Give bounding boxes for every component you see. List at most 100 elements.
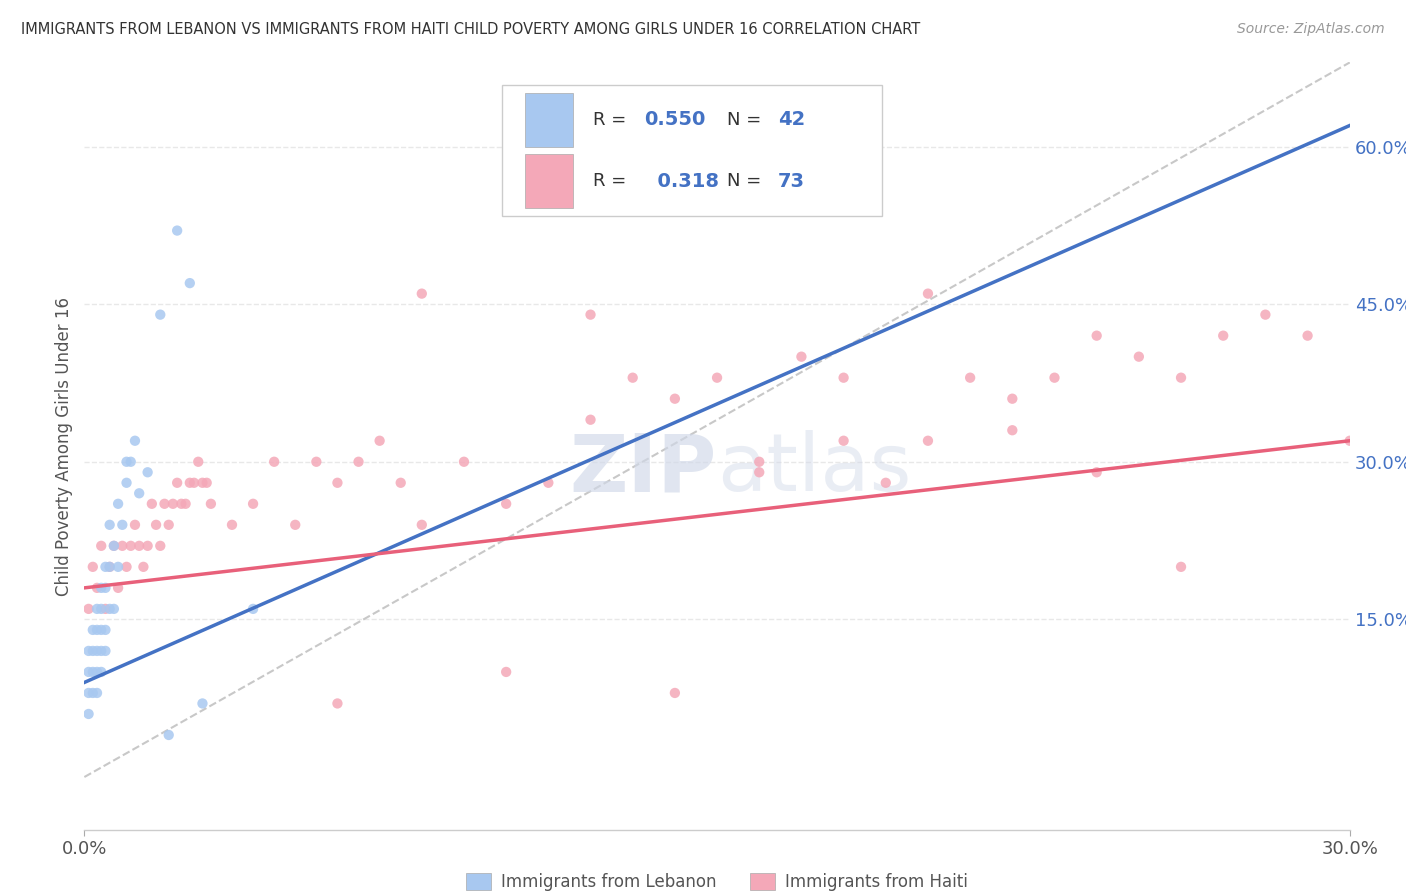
Point [664, 686, 686, 700]
Point [1085, 328, 1108, 343]
Point [242, 497, 264, 511]
Point [103, 539, 125, 553]
Bar [524, 154, 572, 208]
Text: R =: R = [593, 111, 633, 129]
Point [82, 686, 104, 700]
Point [411, 286, 433, 301]
Point [191, 475, 214, 490]
Point [94, 644, 117, 658]
Point [1128, 350, 1150, 364]
Point [389, 475, 412, 490]
Point [90, 665, 112, 679]
Point [86, 644, 108, 658]
Point [166, 223, 188, 237]
Point [128, 486, 150, 500]
Point [706, 370, 728, 384]
Text: atlas: atlas [717, 430, 911, 508]
Legend: Immigrants from Lebanon, Immigrants from Haiti: Immigrants from Lebanon, Immigrants from… [460, 866, 974, 892]
Point [1001, 392, 1024, 406]
Point [1170, 370, 1192, 384]
Point [875, 475, 897, 490]
Point [86, 623, 108, 637]
Point [115, 475, 138, 490]
Point [748, 455, 770, 469]
Point [305, 455, 328, 469]
Point [86, 665, 108, 679]
Point [136, 465, 159, 479]
Point [98, 559, 121, 574]
Point [166, 475, 188, 490]
Point [347, 455, 370, 469]
Point [174, 497, 197, 511]
Point [1254, 308, 1277, 322]
Point [86, 602, 108, 616]
Point [141, 497, 163, 511]
Point [132, 559, 155, 574]
Point [453, 455, 475, 469]
Y-axis label: Child Poverty Among Girls Under 16: Child Poverty Among Girls Under 16 [55, 296, 73, 596]
Point [832, 434, 855, 448]
Point [115, 559, 138, 574]
Point [77, 706, 100, 721]
Point [98, 517, 121, 532]
Point [94, 559, 117, 574]
Point [195, 475, 218, 490]
Point [111, 517, 134, 532]
Point [86, 686, 108, 700]
Point [157, 517, 180, 532]
Text: N =: N = [727, 111, 768, 129]
Point [162, 497, 184, 511]
FancyBboxPatch shape [502, 86, 882, 216]
Point [179, 276, 201, 290]
Point [77, 665, 100, 679]
Point [82, 665, 104, 679]
Point [86, 581, 108, 595]
Point [111, 539, 134, 553]
Point [90, 539, 112, 553]
Point [832, 370, 855, 384]
Point [664, 392, 686, 406]
Point [82, 559, 104, 574]
Point [200, 497, 222, 511]
Point [145, 517, 167, 532]
Point [187, 455, 209, 469]
Point [153, 497, 176, 511]
Point [748, 465, 770, 479]
Point [90, 581, 112, 595]
Point [115, 455, 138, 469]
Point [263, 455, 285, 469]
Point [326, 697, 349, 711]
Text: Source: ZipAtlas.com: Source: ZipAtlas.com [1237, 22, 1385, 37]
Point [77, 644, 100, 658]
Point [579, 308, 602, 322]
Point [411, 517, 433, 532]
Point [326, 475, 349, 490]
Text: IMMIGRANTS FROM LEBANON VS IMMIGRANTS FROM HAITI CHILD POVERTY AMONG GIRLS UNDER: IMMIGRANTS FROM LEBANON VS IMMIGRANTS FR… [21, 22, 921, 37]
Point [107, 559, 129, 574]
Point [221, 517, 243, 532]
Text: 0.550: 0.550 [644, 111, 704, 129]
Point [1001, 423, 1024, 437]
Point [242, 602, 264, 616]
Point [537, 475, 560, 490]
Point [103, 539, 125, 553]
Point [917, 434, 939, 448]
Bar [524, 93, 572, 147]
Point [1212, 328, 1234, 343]
Point [98, 602, 121, 616]
Point [1170, 559, 1192, 574]
Point [124, 517, 146, 532]
Text: 0.318: 0.318 [644, 172, 718, 191]
Point [368, 434, 391, 448]
Point [170, 497, 193, 511]
Point [120, 455, 142, 469]
Point [1339, 434, 1361, 448]
Point [90, 602, 112, 616]
Point [917, 286, 939, 301]
Point [959, 370, 981, 384]
Point [157, 728, 180, 742]
Point [77, 686, 100, 700]
Point [284, 517, 307, 532]
Text: N =: N = [727, 172, 768, 190]
Point [191, 697, 214, 711]
